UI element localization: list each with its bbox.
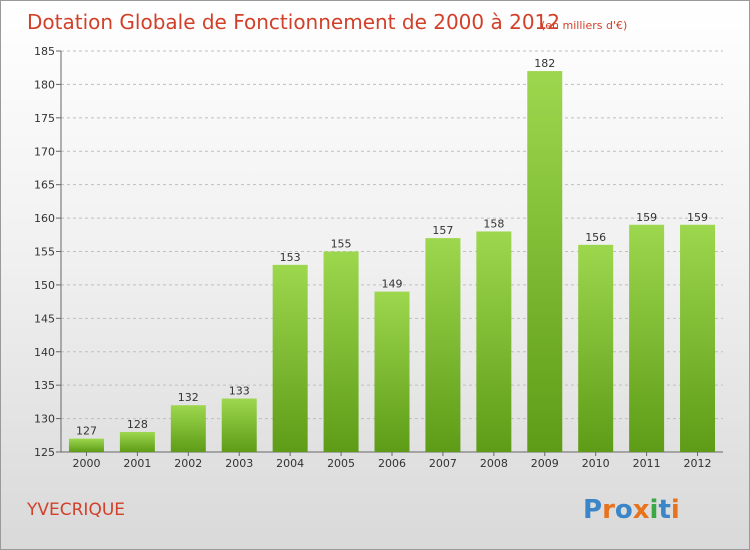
data-labels: 127 128 132 133 153 155 149 157 158 182 156 159 159 xyxy=(76,57,708,438)
y-tick-label: 165 xyxy=(34,179,55,192)
chart-unit: (en milliers d'€) xyxy=(541,19,627,32)
bar xyxy=(119,431,155,452)
x-tick-label: 2007 xyxy=(429,457,457,470)
bars xyxy=(68,71,716,453)
x-tick-label: 2005 xyxy=(327,457,355,470)
bar-value-label: 128 xyxy=(127,418,148,431)
bar xyxy=(221,398,257,452)
bar-value-label: 127 xyxy=(76,425,97,438)
commune-name: YVECRIQUE xyxy=(26,500,125,520)
bar xyxy=(68,438,104,452)
x-tick-label: 2012 xyxy=(684,457,712,470)
y-tick-label: 150 xyxy=(34,279,55,292)
y-tick-label: 145 xyxy=(34,312,55,325)
y-tick-label: 140 xyxy=(34,346,55,359)
bar-value-label: 159 xyxy=(687,211,708,224)
y-tick-label: 135 xyxy=(34,379,55,392)
bar-value-label: 182 xyxy=(534,57,555,70)
bar xyxy=(578,244,614,452)
bar-value-label: 159 xyxy=(636,211,657,224)
bar-value-label: 133 xyxy=(229,385,250,398)
logo-letter: i xyxy=(671,495,680,525)
bar xyxy=(680,224,716,452)
bar xyxy=(527,71,563,453)
bar xyxy=(374,291,410,452)
bar-value-label: 158 xyxy=(483,217,504,230)
bar-value-label: 155 xyxy=(331,238,352,251)
x-tick-label: 2003 xyxy=(225,457,253,470)
y-tick-label: 170 xyxy=(34,145,55,158)
x-tick-label: 2002 xyxy=(174,457,202,470)
x-tick-label: 2000 xyxy=(72,457,100,470)
x-tick-label: 2006 xyxy=(378,457,406,470)
bar xyxy=(170,405,206,452)
bar xyxy=(323,251,359,452)
y-tick-label: 155 xyxy=(34,246,55,259)
logo-letter: r xyxy=(602,495,615,525)
y-tick-label: 185 xyxy=(34,45,55,58)
bar-value-label: 156 xyxy=(585,231,606,244)
logo-letter: i xyxy=(650,495,659,525)
chart-title: Dotation Globale de Fonctionnement de 20… xyxy=(27,10,560,34)
x-tick-label: 2011 xyxy=(633,457,661,470)
x-tick-label: 2009 xyxy=(531,457,559,470)
bar-value-label: 157 xyxy=(432,224,453,237)
y-tick-label: 125 xyxy=(34,446,55,459)
bar-value-label: 149 xyxy=(382,278,403,291)
x-tick-label: 2008 xyxy=(480,457,508,470)
x-tick-label: 2001 xyxy=(123,457,151,470)
proxiti-logo: Proxiti xyxy=(583,495,680,525)
x-tick-label: 2010 xyxy=(582,457,610,470)
bar xyxy=(272,264,308,452)
bar-value-label: 132 xyxy=(178,391,199,404)
logo-letter: P xyxy=(583,495,602,525)
bar xyxy=(425,238,461,452)
bar-value-label: 153 xyxy=(280,251,301,264)
logo-letter: o xyxy=(615,495,633,525)
x-tick-label: 2004 xyxy=(276,457,304,470)
bar xyxy=(476,231,512,452)
y-tick-label: 160 xyxy=(34,212,55,225)
y-tick-label: 180 xyxy=(34,78,55,91)
bar xyxy=(629,224,665,452)
y-tick-label: 130 xyxy=(34,413,55,426)
logo-letter: t xyxy=(658,495,670,525)
logo-letter: x xyxy=(633,495,650,525)
y-tick-label: 175 xyxy=(34,112,55,125)
